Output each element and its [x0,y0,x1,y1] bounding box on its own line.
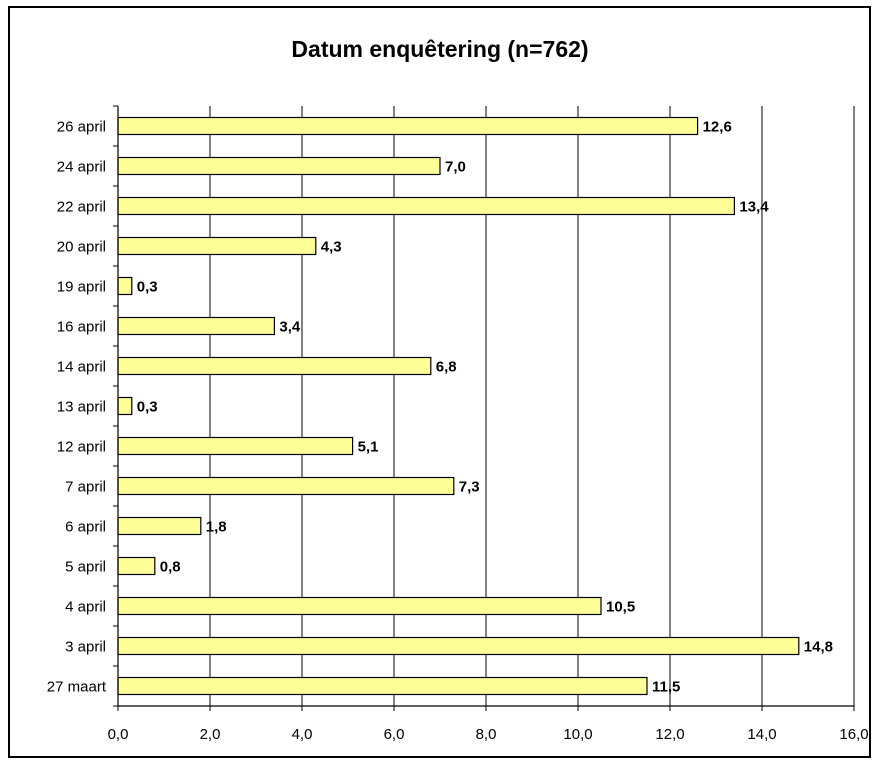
bar [117,236,317,256]
data-label: 12,6 [703,119,732,136]
bars [117,116,800,696]
bar [117,476,455,496]
bar [117,676,648,696]
bar [117,356,432,376]
bar [117,116,699,136]
x-tick-label: 12,0 [655,726,684,743]
y-tick-label: 12 april [57,439,106,456]
bar [117,516,202,536]
data-label: 10,5 [606,599,635,616]
x-tick-label: 2,0 [200,726,221,743]
y-tick-label: 26 april [57,119,106,136]
y-tick-label: 4 april [65,599,106,616]
y-tick-label: 27 maart [47,679,107,696]
x-tick-label: 14,0 [747,726,776,743]
x-tick-label: 4,0 [292,726,313,743]
y-tick-label: 7 april [65,479,106,496]
data-label: 0,8 [160,559,181,576]
y-tick-label: 3 april [65,639,106,656]
y-tick-label: 24 april [57,159,106,176]
data-label: 5,1 [358,439,379,456]
x-tick-label: 10,0 [563,726,592,743]
x-tick-label: 8,0 [476,726,497,743]
labels: 0,0 2,0 4,0 6,0 8,0 10,0 12,0 14,0 16,0 11,5 27 ma… [47,119,869,744]
bar [117,196,736,216]
chart-title: Datum enquêtering (n=762) [291,36,589,62]
bar [117,156,441,176]
x-tick-label: 6,0 [384,726,405,743]
data-label: 11,5 [652,679,680,696]
bar [117,276,133,296]
y-tick-label: 16 april [57,319,106,336]
y-tick-label: 14 april [57,359,106,376]
y-tick-label: 20 april [57,239,106,256]
bar [117,436,354,456]
x-tick-label: 16,0 [839,726,868,743]
bar [117,636,800,656]
y-tick-label: 13 april [57,399,106,416]
data-label: 0,3 [137,399,158,416]
data-label: 3,4 [279,319,301,336]
bar [117,396,133,416]
bar [117,556,156,576]
data-label: 4,3 [321,239,342,256]
y-tick-label: 22 april [57,199,106,216]
data-label: 1,8 [206,519,227,536]
y-tick-label: 5 april [65,559,106,576]
data-label: 0,3 [137,279,158,296]
data-label: 13,4 [739,199,769,216]
x-tick-label: 0,0 [108,726,129,743]
data-label: 7,0 [445,159,466,176]
gridlines [209,106,855,706]
bar [117,596,602,616]
y-tick-label: 19 april [57,279,106,296]
bar [117,316,275,336]
y-tick-label: 6 april [65,519,106,536]
data-label: 14,8 [804,639,833,656]
axes [113,105,855,711]
data-label: 6,8 [436,359,457,376]
data-label: 7,3 [459,479,480,496]
